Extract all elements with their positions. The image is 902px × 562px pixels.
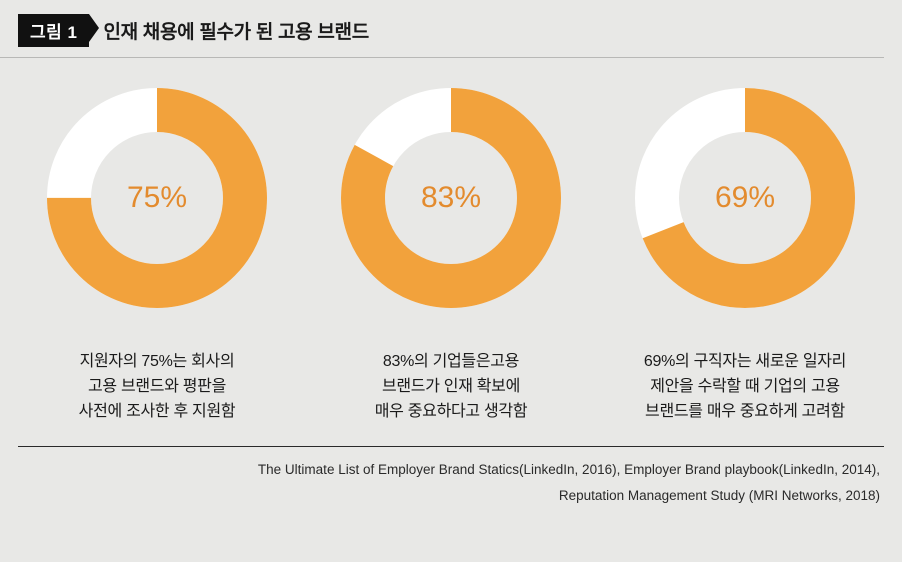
donut-charts-row: 75% 지원자의 75%는 회사의고용 브랜드와 평판을사전에 조사한 후 지원…: [0, 58, 902, 424]
donut-col-1: 75% 지원자의 75%는 회사의고용 브랜드와 평판을사전에 조사한 후 지원…: [12, 88, 302, 424]
donut-col-3: 69% 69%의 구직자는 새로운 일자리제안을 수락할 때 기업의 고용브랜드…: [600, 88, 890, 424]
donut-chart-3: 69%: [635, 88, 855, 308]
donut-center-label-2: 83%: [341, 88, 561, 308]
figure-header: 그림 1 인재 채용에 필수가 된 고용 브랜드: [0, 0, 884, 58]
donut-center-label-1: 75%: [47, 88, 267, 308]
donut-chart-1: 75%: [47, 88, 267, 308]
figure-title: 인재 채용에 필수가 된 고용 브랜드: [103, 17, 368, 44]
donut-col-2: 83% 83%의 기업들은고용브랜드가 인재 확보에매우 중요하다고 생각함: [306, 88, 596, 424]
donut-chart-2: 83%: [341, 88, 561, 308]
source-citation: The Ultimate List of Employer Brand Stat…: [0, 447, 902, 508]
figure-badge-text: 그림 1: [30, 23, 77, 42]
donut-caption-3: 69%의 구직자는 새로운 일자리제안을 수락할 때 기업의 고용브랜드를 매우…: [644, 350, 846, 424]
donut-caption-2: 83%의 기업들은고용브랜드가 인재 확보에매우 중요하다고 생각함: [375, 350, 528, 424]
donut-caption-1: 지원자의 75%는 회사의고용 브랜드와 평판을사전에 조사한 후 지원함: [79, 350, 236, 424]
figure-badge: 그림 1: [18, 14, 89, 47]
donut-center-label-3: 69%: [635, 88, 855, 308]
